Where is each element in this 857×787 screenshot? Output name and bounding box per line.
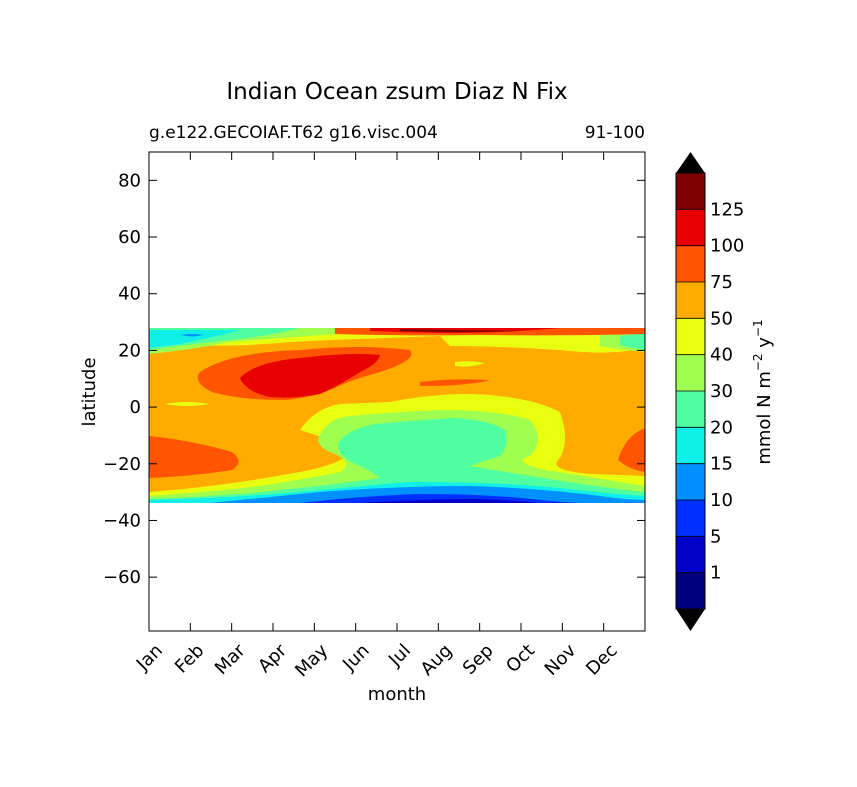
y-tick-label: 80 xyxy=(118,170,141,191)
x-tick-label: Oct xyxy=(502,640,539,677)
chart-subtitle-right: 91-100 xyxy=(585,123,645,143)
colorbar-tick-label: 5 xyxy=(710,526,721,547)
x-tick-label: Jun xyxy=(338,640,373,675)
x-axis-label: month xyxy=(368,684,426,705)
colorbar-swatch xyxy=(676,209,705,246)
y-tick-label: 20 xyxy=(118,340,141,361)
y-tick-label: 60 xyxy=(118,227,141,248)
contour-field xyxy=(149,328,645,503)
contour-band-20-30-south xyxy=(149,418,645,503)
x-tick-label: Apr xyxy=(254,640,291,677)
colorbar-swatch xyxy=(676,463,705,500)
contour-band-15-20-north xyxy=(149,330,240,348)
colorbar-tick-label: 40 xyxy=(710,345,733,366)
colorbar-swatch xyxy=(676,245,705,282)
contour-band-1-5-south xyxy=(360,499,540,503)
colorbar-tick-label: 30 xyxy=(710,381,733,402)
y-tick-label: −20 xyxy=(103,454,141,475)
y-tick-label: −60 xyxy=(103,567,141,588)
x-tick-label: Sep xyxy=(459,640,498,679)
y-tick-label: 40 xyxy=(118,284,141,305)
x-tick-label: Dec xyxy=(582,640,621,679)
colorbar-swatch xyxy=(676,282,705,319)
contour-band-75-100-sw xyxy=(149,436,239,478)
contour-band-20-30-ne xyxy=(620,334,645,350)
x-tick-label: Jan xyxy=(132,640,167,675)
colorbar-label: mmol N m−2 y−1 xyxy=(751,319,775,464)
x-tick-label: Aug xyxy=(417,640,457,680)
contour-band-75-100-slot xyxy=(420,379,490,386)
colorbar-tick-label: 1 xyxy=(710,563,721,584)
colorbar-label-sup1: −2 xyxy=(751,353,765,371)
colorbar-swatch xyxy=(676,391,705,428)
colorbar-tick-label: 15 xyxy=(710,454,733,475)
colorbar-swatch xyxy=(676,427,705,464)
colorbar-tick-label: 100 xyxy=(710,236,744,257)
x-tick-label: Nov xyxy=(541,640,581,680)
y-axis-label: latitude xyxy=(79,357,100,426)
colorbar-label-mid: y xyxy=(754,337,775,354)
contour-band-100-125-spring xyxy=(240,354,380,398)
colorbar-swatch xyxy=(676,173,705,210)
x-tick-label: Feb xyxy=(171,640,208,677)
colorbar-label-sup2: −1 xyxy=(751,319,765,337)
colorbar-swatch xyxy=(676,318,705,355)
colorbar-tick-label: 75 xyxy=(710,272,733,293)
colorbar-label-main: mmol N m xyxy=(754,371,775,465)
contour-band-40-50-west xyxy=(165,402,210,406)
x-tick-label: Mar xyxy=(211,640,250,679)
x-tick-label: Jul xyxy=(384,640,415,671)
colorbar-swatch xyxy=(676,500,705,537)
colorbar-swatch xyxy=(676,354,705,391)
y-tick-label: −40 xyxy=(103,510,141,531)
colorbar-extend-min xyxy=(676,609,705,631)
colorbar-tick-label: 125 xyxy=(710,199,744,220)
y-tick-label: 0 xyxy=(130,397,141,418)
y-axis: 80 60 40 20 0 −20 −40 −60 xyxy=(103,170,645,588)
contour-band-10-15-north xyxy=(181,334,203,337)
chart-subtitle-left: g.e122.GECOIAF.T62 g16.visc.004 xyxy=(149,123,438,143)
contour-band-75-100-se xyxy=(618,428,645,472)
contour-band-125-plus-strip xyxy=(400,329,520,332)
chart-title: Indian Ocean zsum Diaz N Fix xyxy=(226,79,567,105)
colorbar-swatch xyxy=(676,572,705,609)
colorbar-tick-label: 50 xyxy=(710,308,733,329)
x-tick-label: May xyxy=(291,640,332,681)
colorbar-extend-max xyxy=(676,152,705,173)
colorbar-tick-label: 10 xyxy=(710,490,733,511)
colorbar-swatch xyxy=(676,536,705,573)
contour-band-40-50-slot xyxy=(455,361,485,367)
colorbar-tick-label: 20 xyxy=(710,417,733,438)
